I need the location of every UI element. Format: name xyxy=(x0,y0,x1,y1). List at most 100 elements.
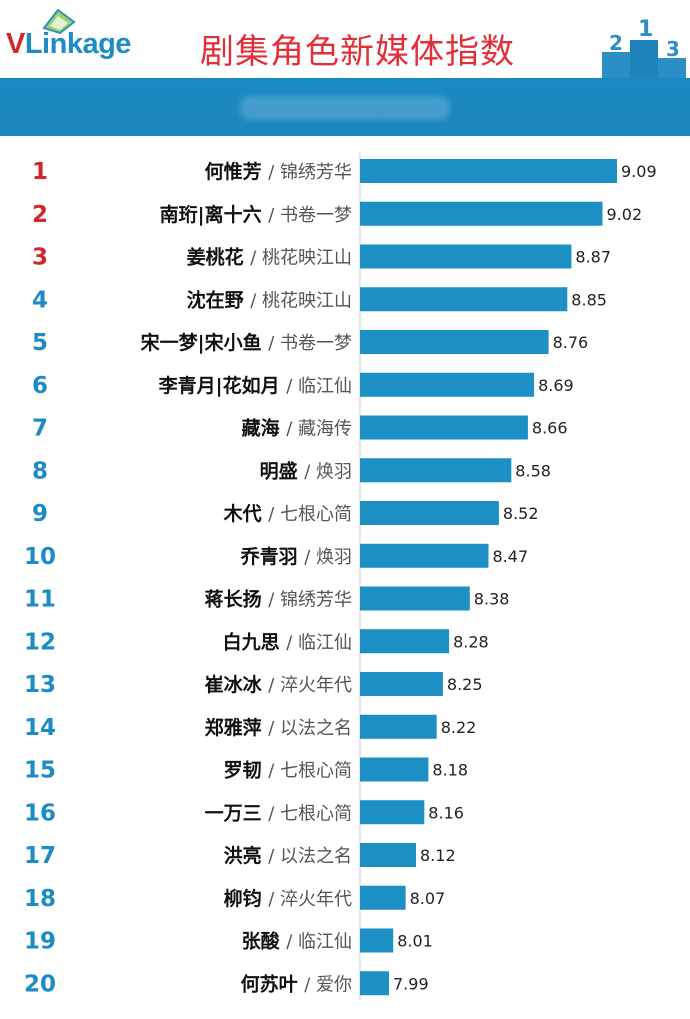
rank-label: 8 xyxy=(32,458,48,484)
category-label: 罗韧 / 七根心简 xyxy=(224,760,352,782)
drama-title: / 书卷一梦 xyxy=(268,205,352,226)
rank-label: 19 xyxy=(24,929,56,955)
value-label: 8.52 xyxy=(503,504,539,523)
chart-row: 12 白九思 / 临江仙 8.28 xyxy=(24,629,489,655)
character-name: 何惟芳 xyxy=(205,160,269,183)
svg-text:2: 2 xyxy=(609,31,623,55)
rank-label: 11 xyxy=(24,587,56,613)
rank-label: 7 xyxy=(32,416,48,442)
rank-label: 9 xyxy=(32,501,48,527)
value-label: 7.99 xyxy=(393,974,429,993)
chart-row: 7 藏海 / 藏海传 8.66 xyxy=(32,415,568,442)
chart-row: 18 柳钧 / 淬火年代 8.07 xyxy=(24,885,446,912)
character-name: 一万三 xyxy=(205,802,269,824)
bar xyxy=(360,971,389,996)
value-label: 8.16 xyxy=(428,803,464,822)
drama-title: / 临江仙 xyxy=(286,376,352,397)
value-label: 9.09 xyxy=(621,162,657,181)
bar xyxy=(360,928,394,953)
character-name: 李青月|花如月 xyxy=(158,374,287,397)
character-name: 何苏叶 xyxy=(241,972,305,995)
brand-logo-v: V xyxy=(6,28,25,60)
value-label: 8.69 xyxy=(538,376,574,395)
drama-title: / 淬火年代 xyxy=(268,889,352,910)
rank-label: 17 xyxy=(24,843,56,869)
category-label: 柳钧 / 淬火年代 xyxy=(224,887,352,910)
chart-row: 3 姜桃花 / 桃花映江山 8.87 xyxy=(32,244,611,271)
bar xyxy=(360,843,416,867)
bar xyxy=(360,201,603,226)
character-name: 宋一梦|宋小鱼 xyxy=(140,331,269,354)
category-label: 白九思 / 临江仙 xyxy=(223,630,352,653)
chart-row: 16 一万三 / 七根心简 8.16 xyxy=(24,800,464,826)
bar xyxy=(360,629,450,654)
bar xyxy=(360,586,470,611)
rank-label: 4 xyxy=(32,287,48,313)
character-name: 洪亮 xyxy=(224,844,269,867)
value-label: 8.38 xyxy=(474,590,510,609)
svg-text:3: 3 xyxy=(666,37,680,61)
drama-title: / 焕羽 xyxy=(304,547,352,568)
bar xyxy=(360,543,489,568)
logo-mark-icon xyxy=(42,8,76,34)
character-name: 木代 xyxy=(223,502,269,525)
value-label: 8.87 xyxy=(575,248,611,267)
category-label: 蒋长扬 / 锦绣芳华 xyxy=(205,588,352,611)
rank-label: 5 xyxy=(32,330,48,356)
drama-title: / 淬火年代 xyxy=(268,675,352,696)
value-label: 8.01 xyxy=(397,932,433,951)
bar xyxy=(360,757,429,782)
category-label: 乔青羽 / 焕羽 xyxy=(240,546,352,568)
character-name: 罗韧 xyxy=(224,760,269,782)
bar xyxy=(360,287,568,312)
rank-label: 15 xyxy=(24,758,56,784)
bar xyxy=(360,800,425,825)
chart-row: 1 何惟芳 / 锦绣芳华 9.09 xyxy=(32,159,657,185)
character-name: 明盛 xyxy=(260,459,305,482)
category-label: 何苏叶 / 爱你 xyxy=(241,972,352,995)
drama-title: / 桃花映江山 xyxy=(250,290,352,311)
character-name: 藏海 xyxy=(242,417,287,440)
category-label: 何惟芳 / 锦绣芳华 xyxy=(205,160,352,183)
drama-title: / 以法之名 xyxy=(268,718,352,739)
header: VLinkage 剧集角色新媒体指数 2 1 3 xyxy=(0,0,690,78)
drama-title: / 爱你 xyxy=(304,974,352,995)
drama-title: / 焕羽 xyxy=(304,461,352,482)
bar xyxy=(360,159,617,183)
category-label: 张酸 / 临江仙 xyxy=(242,930,352,953)
value-label: 8.25 xyxy=(447,675,483,694)
podium-icon: 2 1 3 xyxy=(602,17,686,78)
chart-row: 2 南珩|离十六 / 书卷一梦 9.02 xyxy=(32,201,643,228)
chart-row: 20 何苏叶 / 爱你 7.99 xyxy=(24,971,429,997)
value-label: 8.07 xyxy=(410,889,446,908)
value-label: 9.02 xyxy=(607,205,643,224)
bar xyxy=(360,458,512,483)
brand-logo-rest: Linkage xyxy=(24,28,132,60)
chart-row: 10 乔青羽 / 焕羽 8.47 xyxy=(24,543,528,570)
bar xyxy=(360,672,443,696)
rank-label: 14 xyxy=(24,715,56,741)
value-label: 8.22 xyxy=(441,718,477,737)
drama-title: / 锦绣芳华 xyxy=(268,162,352,183)
rank-label: 20 xyxy=(24,971,56,997)
rank-label: 10 xyxy=(24,544,56,570)
category-label: 南珩|离十六 / 书卷一梦 xyxy=(160,203,352,226)
bar xyxy=(360,330,549,354)
drama-title: / 藏海传 xyxy=(286,419,352,440)
page-title: 剧集角色新媒体指数 xyxy=(200,32,515,72)
category-label: 一万三 / 七根心简 xyxy=(205,802,352,824)
category-label: 木代 / 七根心简 xyxy=(223,502,352,525)
blurred-subtitle xyxy=(240,96,450,120)
brand-logo: VLinkage xyxy=(6,28,131,61)
drama-title: / 临江仙 xyxy=(286,632,352,653)
value-label: 8.28 xyxy=(453,632,489,651)
value-label: 8.66 xyxy=(532,419,568,438)
drama-title: / 七根心简 xyxy=(268,803,352,824)
bar xyxy=(360,501,499,525)
bar xyxy=(360,244,572,269)
character-name: 沈在野 xyxy=(187,288,251,311)
value-label: 8.58 xyxy=(515,461,551,480)
chart-row: 11 蒋长扬 / 锦绣芳华 8.38 xyxy=(24,586,510,613)
chart-row: 4 沈在野 / 桃花映江山 8.85 xyxy=(32,287,607,313)
chart-row: 6 李青月|花如月 / 临江仙 8.69 xyxy=(32,372,574,399)
